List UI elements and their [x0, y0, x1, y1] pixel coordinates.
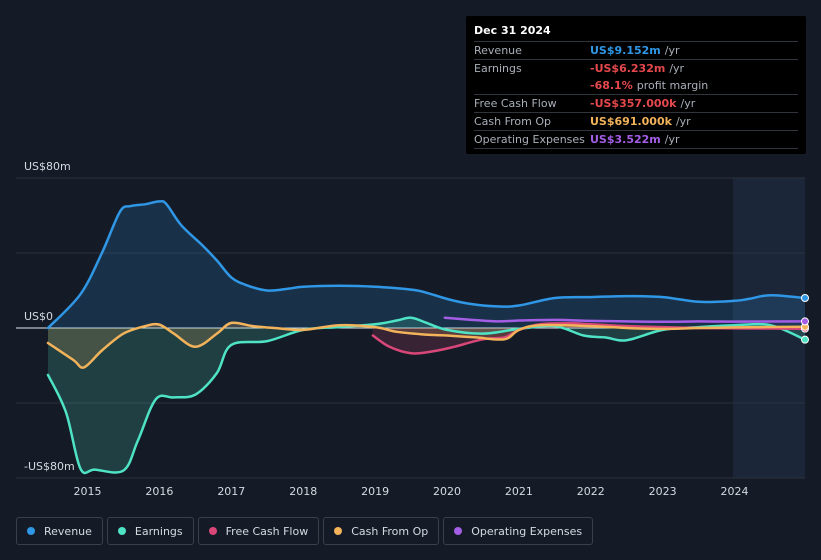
tooltip-unit: /yr	[664, 44, 680, 57]
x-tick-label: 2020	[433, 485, 461, 498]
x-tick-label: 2024	[721, 485, 749, 498]
y-axis-labels: US$80m US$0 -US$80m	[24, 160, 75, 473]
tooltip-row-operating-expenses: Operating Expenses US$3.522m /yr	[474, 131, 798, 149]
legend-item-cash-from-op[interactable]: Cash From Op	[323, 517, 440, 545]
legend-item-operating-expenses[interactable]: Operating Expenses	[443, 517, 594, 545]
tooltip-label: Earnings	[474, 62, 522, 75]
legend-label: Earnings	[134, 524, 183, 538]
series-lines	[46, 200, 807, 475]
series-endpoints	[801, 294, 809, 344]
fill-free-cash-flow	[372, 323, 805, 354]
x-tick-label: 2019	[361, 485, 389, 498]
series-fills	[48, 201, 805, 474]
tooltip-unit: /yr	[675, 115, 691, 128]
x-tick-label: 2016	[145, 485, 173, 498]
legend-dot-icon	[334, 527, 343, 535]
tooltip-value: -68.1%	[590, 79, 633, 92]
endpoint-operating-expenses	[801, 317, 809, 326]
tooltip-row-profit-margin: -68.1% profit margin	[474, 77, 798, 95]
tooltip-unit: /yr	[669, 62, 685, 75]
legend-dot-icon	[454, 527, 463, 535]
tooltip-label: Free Cash Flow	[474, 97, 557, 110]
legend-dot-icon	[208, 527, 217, 535]
x-tick-label: 2015	[74, 485, 102, 498]
endpoint-earnings	[801, 335, 809, 344]
x-axis-labels: 2015 2016 2017 2018 2019 2020 2021 2022 2023 2024	[74, 485, 749, 498]
x-tick-label: 2018	[289, 485, 317, 498]
legend-dot-icon	[117, 527, 126, 535]
tooltip-value: US$691.000k	[590, 115, 672, 128]
tooltip-row-cash-from-op: Cash From Op US$691.000k /yr	[474, 113, 798, 131]
tooltip-value: US$3.522m	[590, 133, 661, 146]
legend-label: Revenue	[44, 524, 92, 538]
tooltip-label: Cash From Op	[474, 115, 552, 128]
legend-item-free-cash-flow[interactable]: Free Cash Flow	[197, 517, 320, 545]
x-tick-label: 2017	[217, 485, 245, 498]
tooltip-unit: profit margin	[636, 79, 709, 92]
legend: Revenue Earnings Free Cash Flow Cash Fro…	[16, 517, 594, 545]
legend-dot-icon	[27, 527, 35, 535]
line-operating-expenses	[443, 316, 807, 324]
tooltip-unit: /yr	[680, 97, 696, 110]
tooltip-value: US$9.152m	[590, 44, 661, 57]
tooltip-date: Dec 31 2024	[474, 24, 798, 42]
y-tick-label: US$0	[24, 310, 53, 323]
x-tick-label: 2023	[649, 485, 677, 498]
legend-item-earnings[interactable]: Earnings	[106, 517, 194, 545]
legend-item-revenue[interactable]: Revenue	[16, 517, 103, 545]
tooltip-unit: /yr	[664, 133, 680, 146]
tooltip-panel: Dec 31 2024 Revenue US$9.152m /yr Earnin…	[466, 16, 806, 154]
tooltip-label: Operating Expenses	[474, 133, 585, 146]
tooltip-row-revenue: Revenue US$9.152m /yr	[474, 42, 798, 60]
x-tick-label: 2022	[577, 485, 605, 498]
tooltip-value: -US$357.000k	[590, 97, 677, 110]
x-tick-label: 2021	[505, 485, 533, 498]
tooltip-row-free-cash-flow: Free Cash Flow -US$357.000k /yr	[474, 95, 798, 113]
line-earnings	[46, 316, 807, 475]
y-tick-label: US$80m	[24, 160, 71, 173]
legend-label: Operating Expenses	[471, 524, 583, 538]
legend-label: Free Cash Flow	[225, 524, 309, 538]
tooltip-row-earnings: Earnings -US$6.232m /yr	[474, 60, 798, 77]
tooltip-value: -US$6.232m	[590, 62, 666, 75]
fill-revenue	[48, 201, 805, 328]
line-revenue	[46, 200, 807, 330]
endpoint-revenue	[801, 294, 809, 302]
legend-label: Cash From Op	[351, 524, 429, 538]
y-tick-label: -US$80m	[24, 460, 75, 473]
line-cash-from-op	[46, 321, 807, 369]
tooltip-label: Revenue	[474, 44, 522, 57]
gridlines	[16, 177, 805, 479]
